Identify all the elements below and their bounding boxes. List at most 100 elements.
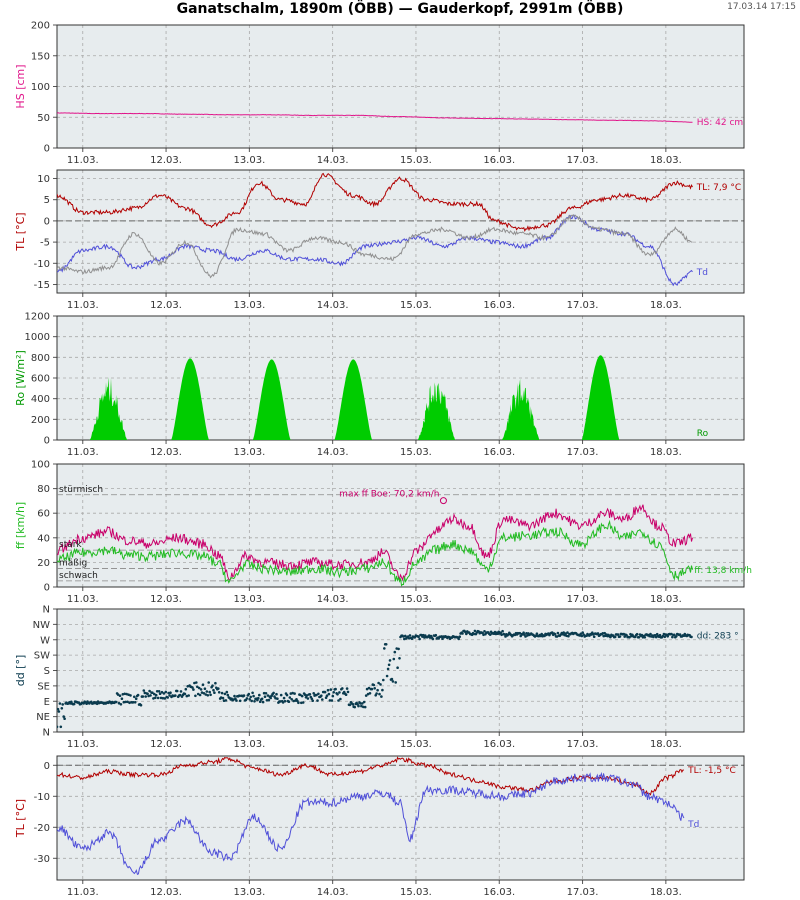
panel-tl2: -30 -20 -10 0 11.03. 12.03. 13.03. 14.03. 15.03.… [14, 755, 745, 898]
wind-dir-point [375, 692, 378, 695]
wind-dir-point [133, 695, 136, 699]
wind-dir-point [237, 694, 241, 697]
xtick-label: 12.03. [150, 594, 182, 605]
xtick-label: 16.03. [483, 300, 515, 311]
wind-dir-point [678, 633, 682, 636]
ytick-label: 100 [31, 460, 50, 471]
xtick-label: 18.03. [650, 739, 682, 750]
threshold-label: mäßig [59, 559, 87, 569]
wind-dir-point [380, 695, 383, 698]
wind-dir-point [72, 702, 76, 706]
wind-dir-point [207, 681, 210, 684]
wind-dir-point [368, 692, 372, 695]
wind-dir-point [201, 683, 205, 686]
wind-dir-point [175, 689, 179, 693]
wind-dir-point [253, 700, 256, 703]
wind-dir-point [370, 687, 374, 691]
wind-dir-point [149, 694, 152, 697]
plot-frame [56, 315, 745, 441]
wind-dir-point [579, 632, 583, 636]
ytick-label: SW [34, 651, 50, 662]
wind-dir-point [379, 683, 382, 686]
panel-dd: N NE E SE S SW W NW N 11.03. 12.03. 13.03. 14.03. 15.… [14, 605, 745, 750]
wind-dir-point [408, 634, 412, 637]
wind-dir-point [217, 691, 221, 694]
wind-dir-point [275, 692, 278, 696]
ytick-label: 0 [44, 761, 50, 772]
wind-dir-point [535, 632, 539, 635]
xtick-label: 15.03. [400, 300, 432, 311]
wind-dir-point [690, 635, 693, 639]
wind-dir-point [522, 631, 525, 634]
wind-dir-point [351, 702, 355, 706]
ytick-label: 0 [44, 216, 50, 227]
wind-dir-point [385, 674, 389, 678]
wind-dir-point [283, 699, 287, 703]
wind-dir-point [158, 692, 162, 695]
wind-dir-point [362, 700, 366, 704]
wind-dir-point [265, 699, 269, 702]
ytick-label: NE [36, 712, 50, 723]
wind-dir-point [488, 633, 492, 636]
wind-dir-point [247, 692, 251, 696]
wind-dir-point [609, 635, 612, 639]
wind-dir-point [458, 635, 462, 638]
wind-dir-point [301, 701, 305, 704]
wind-dir-point [441, 637, 444, 640]
ytick-label: 800 [31, 353, 50, 364]
wind-dir-point [168, 694, 171, 697]
wind-dir-point [404, 634, 407, 638]
ytick-label: 0 [44, 583, 50, 594]
wind-dir-point [60, 707, 64, 710]
wind-dir-point [326, 688, 330, 692]
wind-dir-point [119, 703, 123, 706]
wind-dir-point [233, 694, 236, 698]
wind-dir-point [567, 634, 570, 638]
ytick-label: -15 [34, 280, 50, 291]
wind-dir-point [390, 677, 394, 681]
ytick-label: 0 [44, 436, 50, 447]
wind-dir-point [383, 647, 386, 650]
ytick-label: 600 [31, 374, 50, 385]
chart-title: Ganatschalm, 1890m (ÖBB) — Gauderkopf, 2… [176, 1, 624, 17]
wind-dir-point [290, 698, 294, 701]
wind-dir-point [192, 688, 195, 691]
xtick-label: 14.03. [317, 155, 349, 166]
series-label: TL: 7,9 °C [696, 183, 741, 193]
wind-dir-point [658, 633, 662, 637]
wind-dir-point [118, 694, 122, 697]
wind-dir-point [472, 632, 476, 636]
wind-dir-point [212, 688, 215, 692]
series-label: dd: 283 ° [697, 631, 739, 641]
wind-dir-point [208, 690, 211, 694]
wind-dir-point [628, 636, 631, 639]
wind-dir-point [187, 694, 190, 697]
wind-dir-point [327, 692, 331, 696]
wind-dir-point [341, 687, 344, 690]
series-line-boe [57, 504, 693, 582]
wind-dir-point [635, 632, 639, 636]
wind-dir-point [293, 692, 296, 695]
wind-dir-point [214, 681, 217, 685]
panel-tl1: -15 -10 -5 0 5 10 11.03. 12.03. 13.03. 14.03. 15.0… [14, 169, 745, 311]
wind-dir-point [120, 697, 124, 700]
wind-dir-point [220, 691, 224, 695]
xtick-label: 11.03. [67, 887, 99, 898]
wind-dir-point [263, 695, 267, 698]
wind-dir-point [566, 631, 569, 634]
wind-dir-point [62, 715, 65, 718]
ytick-label: NW [33, 620, 50, 631]
xtick-label: 18.03. [650, 447, 682, 458]
ytick-label: 400 [31, 394, 50, 405]
series-group [57, 494, 744, 587]
wind-dir-point [346, 690, 350, 694]
wind-dir-point [618, 635, 622, 638]
wind-dir-point [124, 700, 127, 704]
wind-dir-point [338, 691, 341, 694]
wind-dir-point [500, 633, 503, 637]
ytick-label: 0 [44, 144, 50, 155]
wind-dir-point [57, 710, 61, 713]
wind-dir-point [540, 632, 543, 636]
series-label: TL: -1,5 °C [687, 766, 736, 776]
xtick-label: 12.03. [150, 447, 182, 458]
